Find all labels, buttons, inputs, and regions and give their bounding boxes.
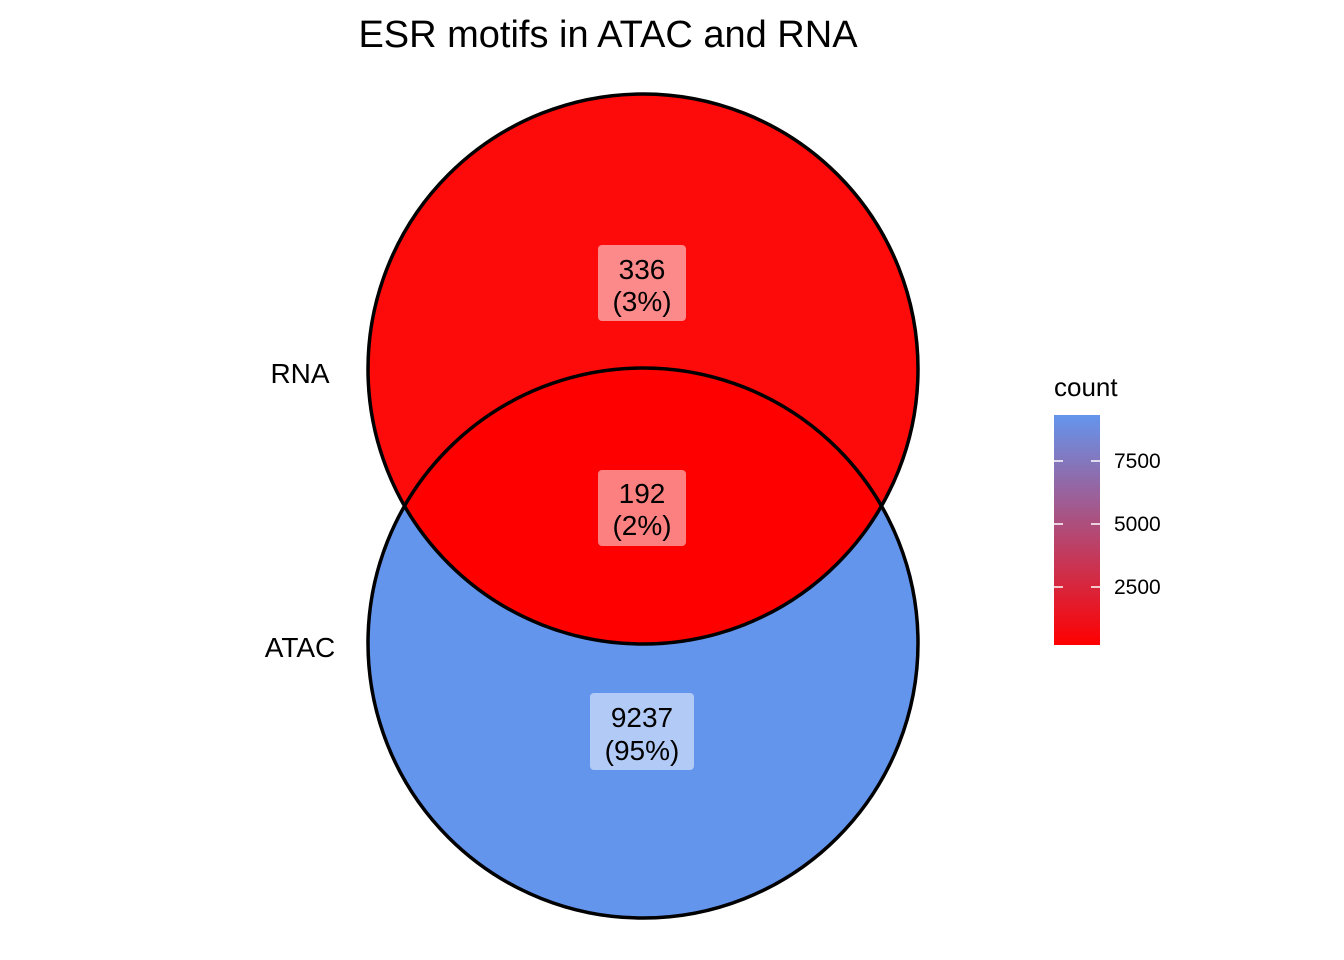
legend-title: count bbox=[1054, 372, 1118, 402]
legend-tick-label: 2500 bbox=[1114, 576, 1161, 599]
region-label-atac-only: 9237 (95%) bbox=[590, 693, 694, 770]
region-count: 336 bbox=[619, 254, 666, 285]
legend-tick-label: 7500 bbox=[1114, 450, 1161, 473]
legend-tick-label: 5000 bbox=[1114, 513, 1161, 536]
atac-outline bbox=[366, 366, 920, 920]
region-label-box bbox=[598, 470, 686, 546]
region-count: 9237 bbox=[611, 702, 673, 733]
set-label-rna: RNA bbox=[270, 358, 329, 389]
chart-title: ESR motifs in ATAC and RNA bbox=[358, 14, 858, 56]
region-percent: (95%) bbox=[605, 735, 680, 766]
region-label-rna-only: 336 (3%) bbox=[598, 245, 686, 321]
region-label-box bbox=[598, 245, 686, 321]
region-percent: (3%) bbox=[612, 286, 671, 317]
color-legend: count 2500 5000 7500 bbox=[1054, 372, 1161, 645]
set-label-atac: ATAC bbox=[265, 632, 336, 663]
region-count: 192 bbox=[619, 478, 666, 509]
region-label-intersection: 192 (2%) bbox=[598, 470, 686, 546]
rna-outline bbox=[366, 92, 920, 646]
region-label-box bbox=[590, 693, 694, 770]
legend-colorbar bbox=[1054, 415, 1100, 645]
region-percent: (2%) bbox=[612, 510, 671, 541]
